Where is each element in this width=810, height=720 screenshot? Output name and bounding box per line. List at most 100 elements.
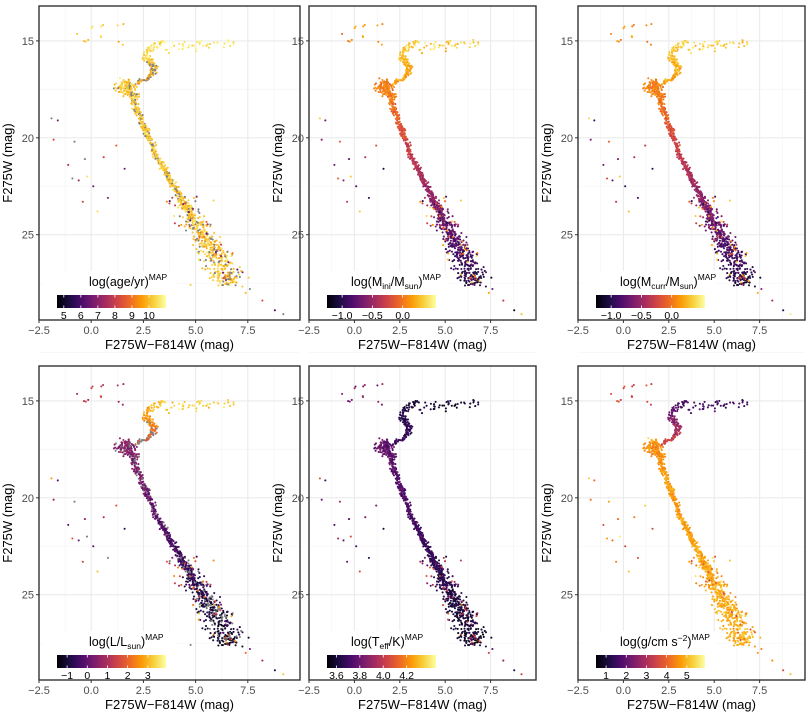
data-point (181, 43, 184, 46)
data-point (715, 258, 719, 261)
data-point (420, 52, 424, 55)
data-point (611, 179, 614, 182)
data-point (218, 281, 221, 284)
data-point (733, 261, 736, 264)
data-point (459, 273, 463, 276)
data-point (130, 89, 133, 92)
data-point (141, 123, 144, 126)
data-point (153, 62, 156, 65)
data-point (200, 39, 203, 42)
data-point (447, 245, 450, 248)
data-point (426, 190, 429, 193)
data-point (399, 54, 402, 57)
data-point (735, 255, 738, 258)
data-point (389, 92, 392, 95)
data-point (176, 546, 179, 549)
data-point (406, 63, 409, 66)
data-point (652, 80, 655, 83)
data-point (238, 635, 241, 638)
data-point (727, 235, 730, 238)
data-point (378, 84, 381, 87)
data-point (647, 88, 651, 91)
data-point (727, 276, 730, 279)
data-point (198, 215, 201, 219)
data-point (392, 95, 395, 98)
colorbar-tick-label: 9 (129, 310, 135, 322)
data-point (206, 627, 209, 630)
data-point (224, 282, 227, 286)
data-point (707, 210, 710, 214)
data-point (282, 313, 285, 316)
data-point (195, 195, 198, 198)
data-point (238, 266, 241, 269)
x-tick-label: 5.0 (438, 325, 453, 337)
data-point (347, 158, 351, 161)
data-point (71, 177, 74, 180)
data-point (694, 214, 697, 218)
data-point (415, 166, 418, 170)
data-point (186, 567, 189, 571)
data-point (711, 235, 714, 238)
data-point (715, 232, 718, 235)
data-point (219, 631, 222, 634)
data-point (669, 131, 672, 134)
data-point (227, 41, 230, 44)
y-tick-label: 25 (22, 230, 34, 242)
data-point (675, 153, 679, 156)
data-point (447, 243, 450, 246)
data-point (700, 194, 703, 197)
data-point (431, 196, 434, 199)
data-point (684, 166, 687, 170)
data-point (457, 223, 460, 226)
data-point (424, 41, 427, 44)
data-point (197, 232, 200, 235)
data-point (750, 271, 753, 274)
data-point (190, 572, 193, 575)
data-point (179, 562, 183, 566)
data-point (615, 200, 618, 203)
data-point (469, 267, 472, 270)
data-point (466, 260, 469, 263)
data-point (231, 641, 234, 644)
data-point (703, 202, 707, 205)
data-point (210, 259, 213, 262)
data-point (225, 634, 228, 638)
data-point (141, 121, 144, 124)
data-point (144, 491, 147, 494)
data-point (203, 215, 206, 218)
legend-title-0: log(age/yr)MAP (89, 272, 168, 289)
data-point (152, 516, 155, 519)
data-point (743, 45, 746, 48)
data-point (213, 622, 216, 625)
data-point (210, 251, 213, 254)
data-point (636, 196, 639, 199)
data-point (203, 260, 206, 263)
data-point (407, 44, 410, 47)
data-point (406, 144, 410, 147)
data-point (213, 255, 216, 258)
data-point (606, 177, 609, 180)
data-point (416, 173, 420, 176)
data-point (411, 153, 414, 156)
data-point (146, 46, 149, 49)
data-point (719, 226, 722, 229)
data-point (209, 272, 212, 275)
data-point (682, 44, 685, 47)
data-point (433, 206, 437, 209)
data-point (483, 269, 486, 272)
data-point (206, 240, 209, 243)
data-point (717, 222, 720, 225)
data-point (149, 497, 152, 500)
data-point (431, 223, 434, 226)
data-point (203, 239, 207, 242)
data-point (171, 184, 174, 187)
data-point (233, 277, 236, 280)
data-point (428, 186, 431, 189)
data-point (164, 41, 167, 44)
data-point (198, 605, 201, 608)
data-point (144, 495, 147, 498)
data-point (423, 196, 426, 199)
data-point (462, 257, 465, 260)
data-point (463, 284, 467, 287)
